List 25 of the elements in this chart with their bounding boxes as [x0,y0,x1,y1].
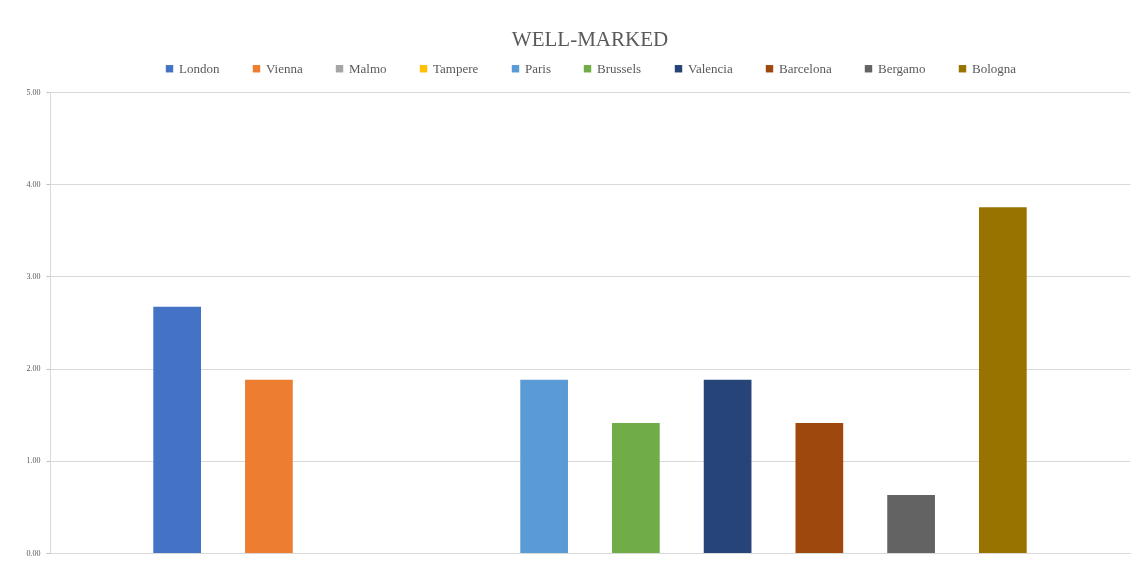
bar [703,379,752,553]
y-tick-label: 5.00 [26,87,41,97]
y-tick-label: 3.00 [26,271,41,281]
y-tick-label: 0.00 [26,548,41,558]
bar [795,423,844,553]
legend-label: Valencia [688,60,733,76]
bar [887,494,935,553]
bar [612,423,660,553]
bar [245,379,293,553]
y-tick-label: 1.00 [26,456,41,466]
legend-label: Bologna [972,60,1017,76]
y-tick-label: 4.00 [26,179,41,189]
legend-label: London [179,60,220,76]
legend-label: Tampere [433,60,479,76]
legend-label: Paris [525,60,551,76]
legend-label: Bergamo [878,60,926,76]
legend-label: Barcelona [779,60,832,76]
y-tick-label: 2.00 [26,364,41,374]
legend-label: Vienna [266,60,303,76]
legend-label: Brussels [597,60,642,76]
bar [520,379,568,553]
chart-title: WELL-MARKED [511,27,669,51]
legend-label: Malmo [349,60,387,76]
bar [153,306,202,553]
bar [978,207,1027,553]
